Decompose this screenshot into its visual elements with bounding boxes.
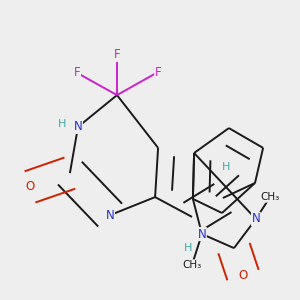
Text: F: F <box>114 48 120 62</box>
Text: N: N <box>74 120 82 134</box>
Text: CH₃: CH₃ <box>182 260 202 270</box>
Text: F: F <box>74 66 80 80</box>
Text: H: H <box>184 243 192 253</box>
Text: F: F <box>155 65 161 79</box>
Text: O: O <box>26 180 34 194</box>
Text: H: H <box>58 119 67 129</box>
Text: N: N <box>197 227 206 241</box>
Text: N: N <box>106 208 115 222</box>
Text: CH₃: CH₃ <box>260 192 280 202</box>
Text: N: N <box>251 212 260 226</box>
Text: O: O <box>238 268 247 282</box>
Text: H: H <box>222 162 230 172</box>
